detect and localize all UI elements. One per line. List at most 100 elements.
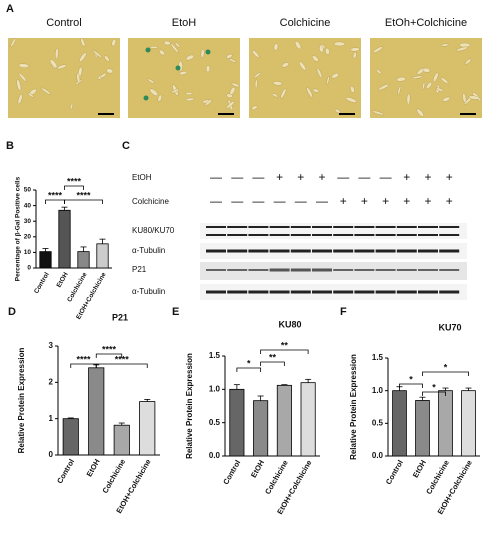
y-axis-label: Relative Protein Expression <box>349 354 358 460</box>
significance-bracket <box>95 353 123 358</box>
cell <box>226 53 233 59</box>
cell <box>306 87 313 98</box>
cell <box>56 64 67 70</box>
x-tick-label: Colchicine <box>263 458 290 495</box>
cell <box>92 50 103 59</box>
band <box>227 226 248 228</box>
blot-strip <box>200 243 467 259</box>
significance-bracket <box>64 199 103 204</box>
band <box>206 269 226 271</box>
band <box>312 268 332 272</box>
band <box>227 290 248 294</box>
band <box>418 249 438 253</box>
sign: — <box>358 170 370 184</box>
cell <box>179 71 188 76</box>
x-tick-label: EtOH <box>56 271 70 289</box>
cell <box>455 46 468 52</box>
band <box>290 290 311 294</box>
cell <box>251 50 260 58</box>
band <box>248 234 269 236</box>
cell <box>80 38 86 47</box>
panel-label: B <box>6 140 14 152</box>
band <box>206 226 226 228</box>
cell <box>432 72 439 83</box>
cell <box>147 78 155 84</box>
band <box>227 269 248 271</box>
cell <box>149 46 158 49</box>
cell <box>422 67 431 73</box>
image-label: Control <box>46 17 81 29</box>
cell <box>294 40 302 50</box>
cell <box>41 87 51 95</box>
y-axis-label: Percentage of β-Gal Positive cells <box>15 176 22 281</box>
band <box>418 226 438 228</box>
cell <box>442 96 451 102</box>
band <box>375 226 396 228</box>
bar <box>62 418 79 456</box>
error-bar <box>67 417 74 419</box>
x-tick-label: EtOH <box>249 458 266 479</box>
cell <box>174 42 181 48</box>
band-label: α-Tubulin <box>132 246 165 255</box>
band <box>418 290 438 294</box>
chart-title: KU70 <box>438 322 461 332</box>
error-bar <box>144 399 151 402</box>
band <box>269 226 290 228</box>
band <box>375 234 396 236</box>
error-bar <box>465 387 472 391</box>
cell <box>334 108 341 114</box>
band <box>290 234 311 236</box>
y-tick-label: 2 <box>49 377 54 386</box>
sign: + <box>424 194 431 208</box>
band <box>396 290 417 294</box>
scale-bar <box>218 113 234 115</box>
cell <box>100 72 107 79</box>
significance-label: ** <box>269 352 277 362</box>
significance-bracket <box>399 383 423 388</box>
cell <box>281 62 289 68</box>
band <box>418 269 438 271</box>
bar <box>139 401 156 456</box>
scale-bar <box>98 113 114 115</box>
sign: — <box>231 170 243 184</box>
cell <box>372 46 383 54</box>
bar <box>113 424 130 456</box>
scale-bar <box>460 113 476 115</box>
band-label: P21 <box>132 265 147 274</box>
panel-label: A <box>6 3 14 15</box>
sign: + <box>361 194 368 208</box>
error-bar <box>118 422 125 426</box>
band <box>269 234 290 236</box>
error-bar <box>419 396 426 401</box>
cell <box>345 97 357 103</box>
bar <box>253 400 269 457</box>
panel-label: D <box>8 306 16 318</box>
bar <box>96 243 109 269</box>
cell <box>422 81 426 90</box>
band <box>439 226 460 228</box>
band <box>248 269 269 271</box>
significance-label: * <box>444 362 448 372</box>
stain <box>175 65 181 71</box>
cell <box>200 48 205 58</box>
y-axis-label: Relative Protein Expression <box>17 347 26 453</box>
cell <box>18 72 27 82</box>
sign: + <box>382 194 389 208</box>
band <box>248 249 269 253</box>
band <box>439 249 460 253</box>
significance-label: * <box>432 382 436 392</box>
band <box>312 234 332 236</box>
sign: — <box>380 170 392 184</box>
cell <box>55 48 59 60</box>
micrograph <box>249 38 361 118</box>
panel-label: E <box>172 306 179 318</box>
cell <box>273 81 283 86</box>
error-bar <box>233 384 240 390</box>
cell <box>185 97 195 102</box>
cell <box>436 87 444 92</box>
band <box>269 290 290 294</box>
x-tick-label: Control <box>33 271 51 295</box>
significance-label: **** <box>115 354 130 364</box>
significance-label: **** <box>76 354 91 364</box>
band <box>333 234 354 236</box>
